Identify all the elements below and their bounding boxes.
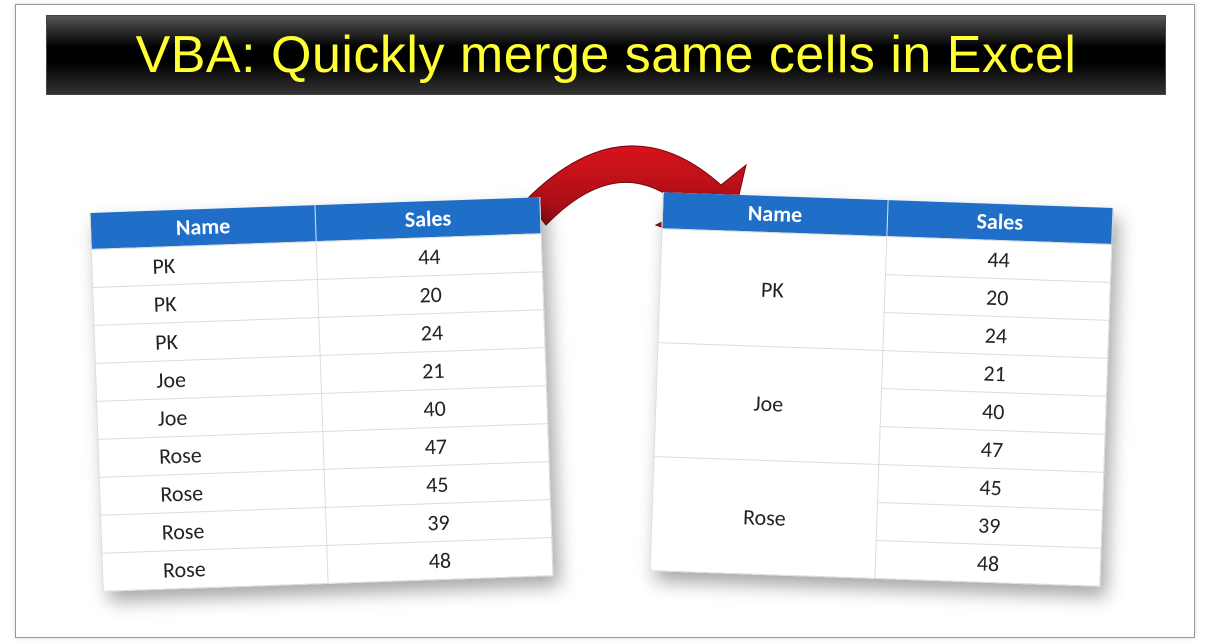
slide-frame: VBA: Quickly merge same cells in Excel N… bbox=[15, 4, 1195, 638]
title-bar: VBA: Quickly merge same cells in Excel bbox=[46, 15, 1166, 95]
cell-sales: 48 bbox=[875, 540, 1101, 586]
merged-cell-name: Joe bbox=[654, 342, 883, 464]
before-table: Name Sales PK44 PK20 PK24 Joe21 Joe40 Ro… bbox=[90, 197, 554, 591]
cell-name: Rose bbox=[102, 545, 328, 591]
cell-sales: 48 bbox=[327, 537, 553, 583]
after-table: Name Sales PK 44 20 24 Joe 21 40 47 Ro bbox=[650, 192, 1114, 586]
after-table-container: Name Sales PK 44 20 24 Joe 21 40 47 Ro bbox=[650, 192, 1114, 586]
title-text: VBA: Quickly merge same cells in Excel bbox=[136, 25, 1077, 85]
merged-cell-name: Rose bbox=[650, 456, 879, 578]
merged-cell-name: PK bbox=[658, 228, 887, 350]
before-table-container: Name Sales PK44 PK20 PK24 Joe21 Joe40 Ro… bbox=[90, 197, 554, 591]
